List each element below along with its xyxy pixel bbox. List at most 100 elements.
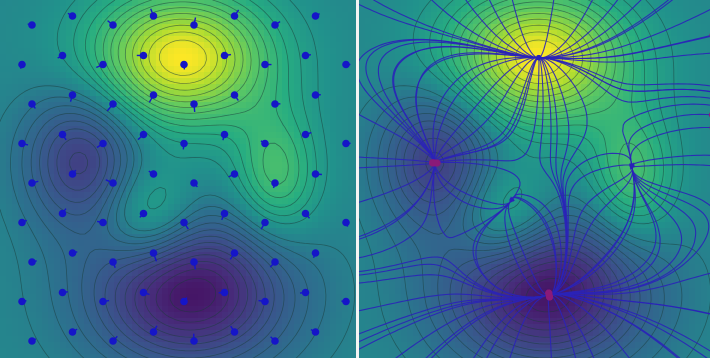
vector-dot bbox=[261, 297, 269, 306]
critical-points bbox=[429, 0, 710, 301]
vector-marker bbox=[180, 218, 189, 230]
vector-dot bbox=[342, 297, 350, 306]
vector-marker bbox=[109, 335, 118, 345]
vector-marker bbox=[230, 91, 239, 101]
vector-marker bbox=[229, 249, 239, 260]
vector-marker bbox=[58, 130, 67, 141]
vector-marker bbox=[190, 179, 198, 188]
vector-dot bbox=[271, 337, 279, 345]
vector-dot bbox=[139, 288, 148, 297]
vector-dot bbox=[301, 51, 310, 60]
vector-marker bbox=[258, 297, 269, 306]
vector-dot bbox=[28, 100, 36, 108]
vector-marker bbox=[68, 249, 78, 257]
vector-marker bbox=[260, 218, 269, 230]
vector-marker bbox=[190, 17, 198, 29]
vector-dot bbox=[180, 139, 188, 148]
vector-marker bbox=[27, 21, 36, 29]
vector-marker bbox=[149, 8, 158, 20]
vector-marker bbox=[180, 139, 188, 150]
vector-marker bbox=[311, 91, 321, 99]
vector-marker bbox=[96, 218, 107, 227]
vector-marker bbox=[342, 218, 350, 227]
vector-dot bbox=[149, 249, 158, 257]
vector-marker bbox=[109, 258, 117, 268]
color-field bbox=[0, 0, 356, 358]
vector-marker bbox=[311, 12, 320, 20]
vector-marker bbox=[68, 169, 77, 178]
vector-marker bbox=[105, 179, 117, 187]
critical-point-dot bbox=[545, 289, 553, 297]
vector-dot bbox=[230, 12, 239, 20]
vector-marker bbox=[136, 51, 148, 60]
vector-marker bbox=[58, 208, 67, 218]
vector-marker bbox=[190, 100, 198, 112]
vector-marker bbox=[301, 130, 312, 139]
vector-dot bbox=[190, 179, 198, 187]
vector-dot bbox=[58, 51, 67, 60]
vector-marker bbox=[310, 328, 320, 336]
left-field-plot bbox=[0, 0, 356, 358]
vector-marker bbox=[58, 288, 68, 297]
vector-marker bbox=[301, 209, 311, 219]
vector-dot bbox=[109, 100, 117, 108]
vector-dot bbox=[109, 337, 117, 345]
vector-dot bbox=[261, 60, 269, 69]
vector-marker bbox=[107, 20, 117, 29]
vector-marker bbox=[67, 12, 77, 20]
vector-dot bbox=[261, 218, 269, 227]
vector-dot bbox=[109, 179, 117, 187]
vector-dot bbox=[190, 21, 198, 29]
vector-marker bbox=[220, 209, 229, 221]
caption-text bbox=[359, 350, 710, 358]
vector-marker bbox=[342, 60, 351, 69]
vector-marker bbox=[96, 60, 107, 69]
vector-dot bbox=[99, 297, 107, 306]
vector-dot bbox=[190, 258, 198, 266]
vector-marker bbox=[220, 51, 232, 60]
vector-marker bbox=[220, 130, 229, 141]
vector-marker bbox=[139, 288, 150, 297]
vector-marker bbox=[190, 258, 198, 270]
vector-dot bbox=[271, 258, 279, 266]
vector-dot bbox=[311, 328, 320, 336]
vector-marker bbox=[271, 179, 279, 189]
vector-dot bbox=[261, 139, 269, 148]
vector-marker bbox=[139, 209, 148, 218]
vector-dot bbox=[139, 51, 148, 60]
vector-dot bbox=[139, 130, 148, 139]
vector-dot bbox=[149, 91, 158, 99]
vector-marker bbox=[18, 297, 27, 306]
vector-dot bbox=[271, 21, 279, 29]
vector-marker bbox=[18, 218, 28, 227]
vector-marker bbox=[271, 21, 281, 29]
vector-marker bbox=[190, 333, 198, 345]
contour-path bbox=[359, 0, 710, 358]
vector-dot bbox=[230, 249, 239, 257]
vector-marker bbox=[311, 249, 320, 259]
vector-dot bbox=[301, 209, 310, 218]
vector-dot bbox=[342, 218, 350, 227]
vector-dot bbox=[230, 170, 239, 178]
vector-dot bbox=[58, 288, 67, 297]
vector-dot bbox=[109, 21, 117, 29]
vector-dot bbox=[149, 12, 158, 20]
vector-dot bbox=[190, 100, 198, 108]
vector-marker bbox=[137, 130, 148, 141]
vector-dot bbox=[68, 12, 77, 20]
vector-marker bbox=[148, 170, 158, 178]
left-panel bbox=[0, 0, 356, 358]
right-panel bbox=[359, 0, 710, 358]
vector-samples bbox=[18, 8, 351, 345]
vector-marker bbox=[270, 336, 279, 345]
vector-dot bbox=[180, 218, 188, 227]
vector-dot bbox=[18, 297, 26, 306]
vector-marker bbox=[230, 9, 240, 20]
vector-dot bbox=[58, 209, 67, 218]
vector-marker bbox=[180, 60, 188, 70]
vector-dot bbox=[18, 218, 26, 227]
vector-marker bbox=[180, 297, 188, 306]
vector-marker bbox=[99, 297, 110, 306]
vector-marker bbox=[68, 91, 77, 102]
